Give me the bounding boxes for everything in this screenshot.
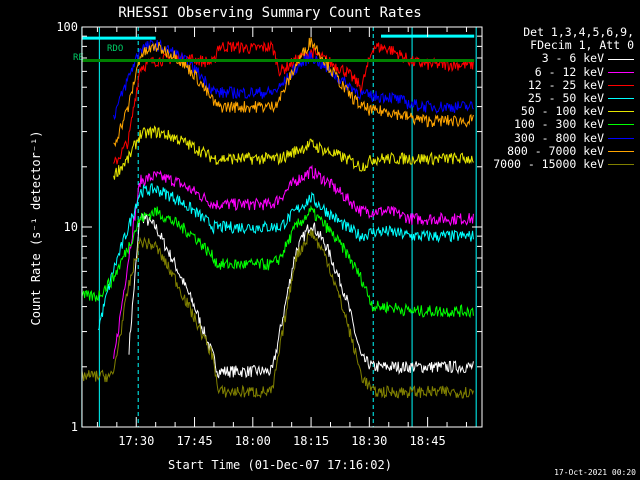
plot-area: RDO RE 1 10 100 17:30 17:45 18:00 18:15 18:30 18:4… — [56, 20, 483, 448]
x-tick-label-18-45: 18:45 — [410, 434, 446, 448]
legend-header-line1: Det 1,3,4,5,6,9, — [523, 25, 634, 39]
y-tick-label-1: 1 — [71, 420, 78, 434]
legend-swatch — [608, 58, 634, 60]
legend-swatch — [608, 164, 634, 165]
series-line-50-100- — [113, 125, 474, 180]
legend-entry-label: 6 - 12 keV — [534, 64, 604, 79]
legend-entry: 7000 - 15000 keV — [470, 156, 636, 171]
x-tick-label-18-00: 18:00 — [235, 434, 271, 448]
footer-timestamp: 17-Oct-2021 00:20 — [554, 468, 636, 477]
plot-frame — [81, 26, 483, 428]
legend-entry-label: 12 - 25 keV — [527, 77, 604, 92]
legend-entry-label: 800 - 7000 keV — [507, 143, 604, 158]
series-line-800-7000- — [113, 37, 474, 148]
legend-entry: 12 - 25 keV — [470, 77, 636, 92]
legend-entry: 800 - 7000 keV — [470, 143, 636, 158]
legend-entry: 25 - 50 keV — [470, 90, 636, 105]
x-tick-label-17-30: 17:30 — [118, 434, 154, 448]
legend-entry: 100 - 300 keV — [470, 118, 636, 131]
legend-swatch — [608, 71, 634, 73]
legend-entry-label: 25 - 50 keV — [527, 90, 604, 105]
legend-entry: 6 - 12 keV — [470, 64, 636, 79]
legend-entry: 50 - 100 keV — [470, 104, 636, 119]
legend-entry: 300 - 800 keV — [470, 130, 636, 145]
series-line-3-6- — [128, 212, 474, 379]
legend-entry-label: 50 - 100 keV — [520, 104, 604, 119]
legend: Det 1,3,4,5,6,9, FDecim 1, Att 0 3 - 6 k… — [470, 25, 636, 171]
legend-swatch — [608, 84, 634, 86]
y-axis-label: Count Rate (s⁻¹ detector⁻¹) — [29, 130, 43, 325]
y-tick-label-100: 100 — [56, 20, 78, 34]
x-tick-label-17-45: 17:45 — [176, 434, 212, 448]
legend-swatch — [608, 111, 634, 113]
legend-header-line2: FDecim 1, Att 0 — [530, 38, 634, 53]
legend-entry: 3 - 6 keV — [470, 52, 636, 65]
series-line-25-50- — [97, 183, 474, 331]
legend-entry-label: 300 - 800 keV — [513, 130, 604, 145]
chart-title: RHESSI Observing Summary Count Rates — [118, 5, 421, 21]
x-tick-label-18-30: 18:30 — [351, 434, 387, 448]
series-line-100-300- — [81, 204, 474, 319]
overlay-rdo-label: RDO — [107, 44, 123, 54]
x-axis-label: Start Time (01-Dec-07 17:16:02) — [168, 458, 392, 472]
legend-swatch — [608, 124, 634, 126]
legend-entry-label: 7000 - 15000 keV — [493, 156, 604, 171]
legend-swatch — [608, 98, 634, 100]
legend-entry-label: 3 - 6 keV — [541, 51, 604, 66]
legend-entry-label: 100 - 300 keV — [513, 117, 604, 132]
y-tick-label-10: 10 — [64, 220, 78, 234]
x-tick-label-18-15: 18:15 — [293, 434, 329, 448]
series-line-6-12- — [113, 164, 474, 359]
series-line-7000-15000- — [81, 228, 474, 399]
legend-swatch — [608, 150, 634, 152]
overlay-re-label: RE — [73, 53, 84, 63]
legend-swatch — [608, 137, 634, 139]
